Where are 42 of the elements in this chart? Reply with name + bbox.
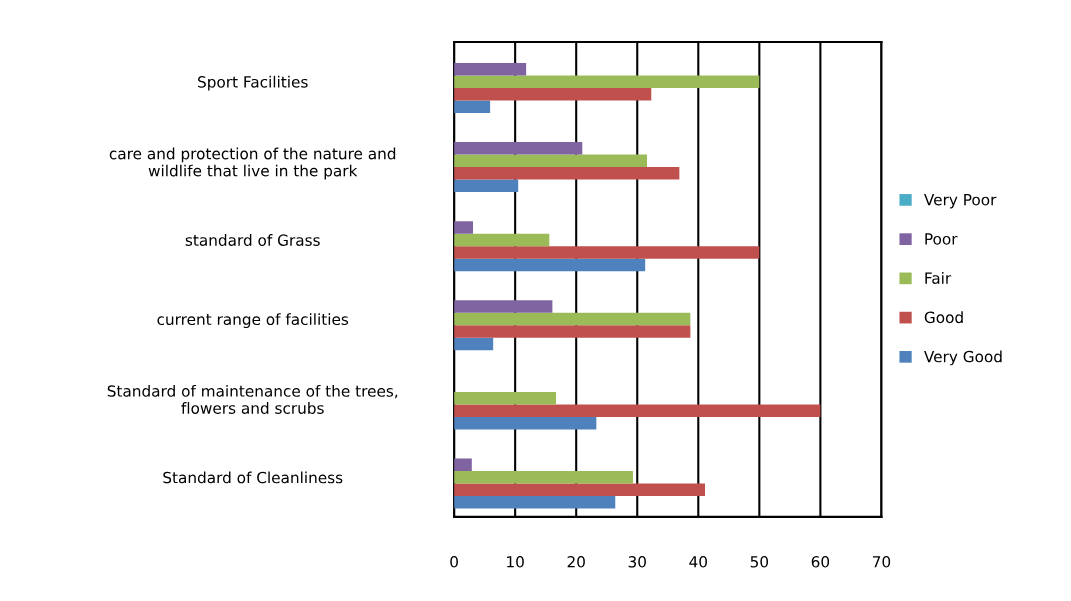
bar [454, 496, 616, 509]
bar [454, 483, 706, 497]
bar [454, 458, 472, 472]
y-tick-label: standard of Grass [185, 234, 320, 246]
bar [454, 233, 550, 247]
legend-label: Very Poor [924, 194, 997, 209]
bar [454, 100, 491, 113]
legend-label: Good [924, 311, 963, 324]
y-tick-label: care and protection of the nature and wildlife that live in the park [109, 147, 396, 180]
legend-label: Poor [925, 233, 958, 245]
bar [454, 325, 691, 338]
bar [454, 167, 680, 180]
bar [454, 416, 597, 430]
bar [454, 312, 691, 326]
bar [454, 300, 553, 313]
y-tick-label: Standard of maintenance of the trees, flowers and scrubs [107, 384, 398, 414]
bar [454, 337, 494, 351]
bar [454, 75, 760, 88]
bar [454, 87, 652, 101]
bar [454, 154, 648, 168]
bar [454, 391, 557, 405]
x-tick-label: 0 [450, 556, 458, 568]
y-tick-label: Standard of Cleanliness [163, 471, 343, 484]
y-tick-label: Sport Facilities [198, 75, 308, 91]
bar [454, 142, 583, 155]
bar [454, 221, 474, 234]
bar [454, 179, 519, 193]
y-tick-label: current range of facilities [157, 313, 349, 329]
x-tick-label: 30 [628, 556, 646, 568]
bar [454, 62, 527, 76]
x-tick-label: 60 [811, 556, 830, 568]
x-tick-label: 20 [567, 556, 585, 568]
legend-label: Very Good [924, 350, 1002, 366]
bar [454, 258, 646, 272]
x-tick-label: 50 [750, 556, 769, 568]
x-tick-label: 40 [689, 556, 707, 568]
x-tick-label: 10 [507, 556, 524, 568]
bar [454, 404, 821, 417]
bar [454, 246, 760, 259]
bar [454, 471, 633, 484]
x-tick-label: 70 [872, 556, 891, 568]
legend-label: Fair [925, 272, 952, 284]
